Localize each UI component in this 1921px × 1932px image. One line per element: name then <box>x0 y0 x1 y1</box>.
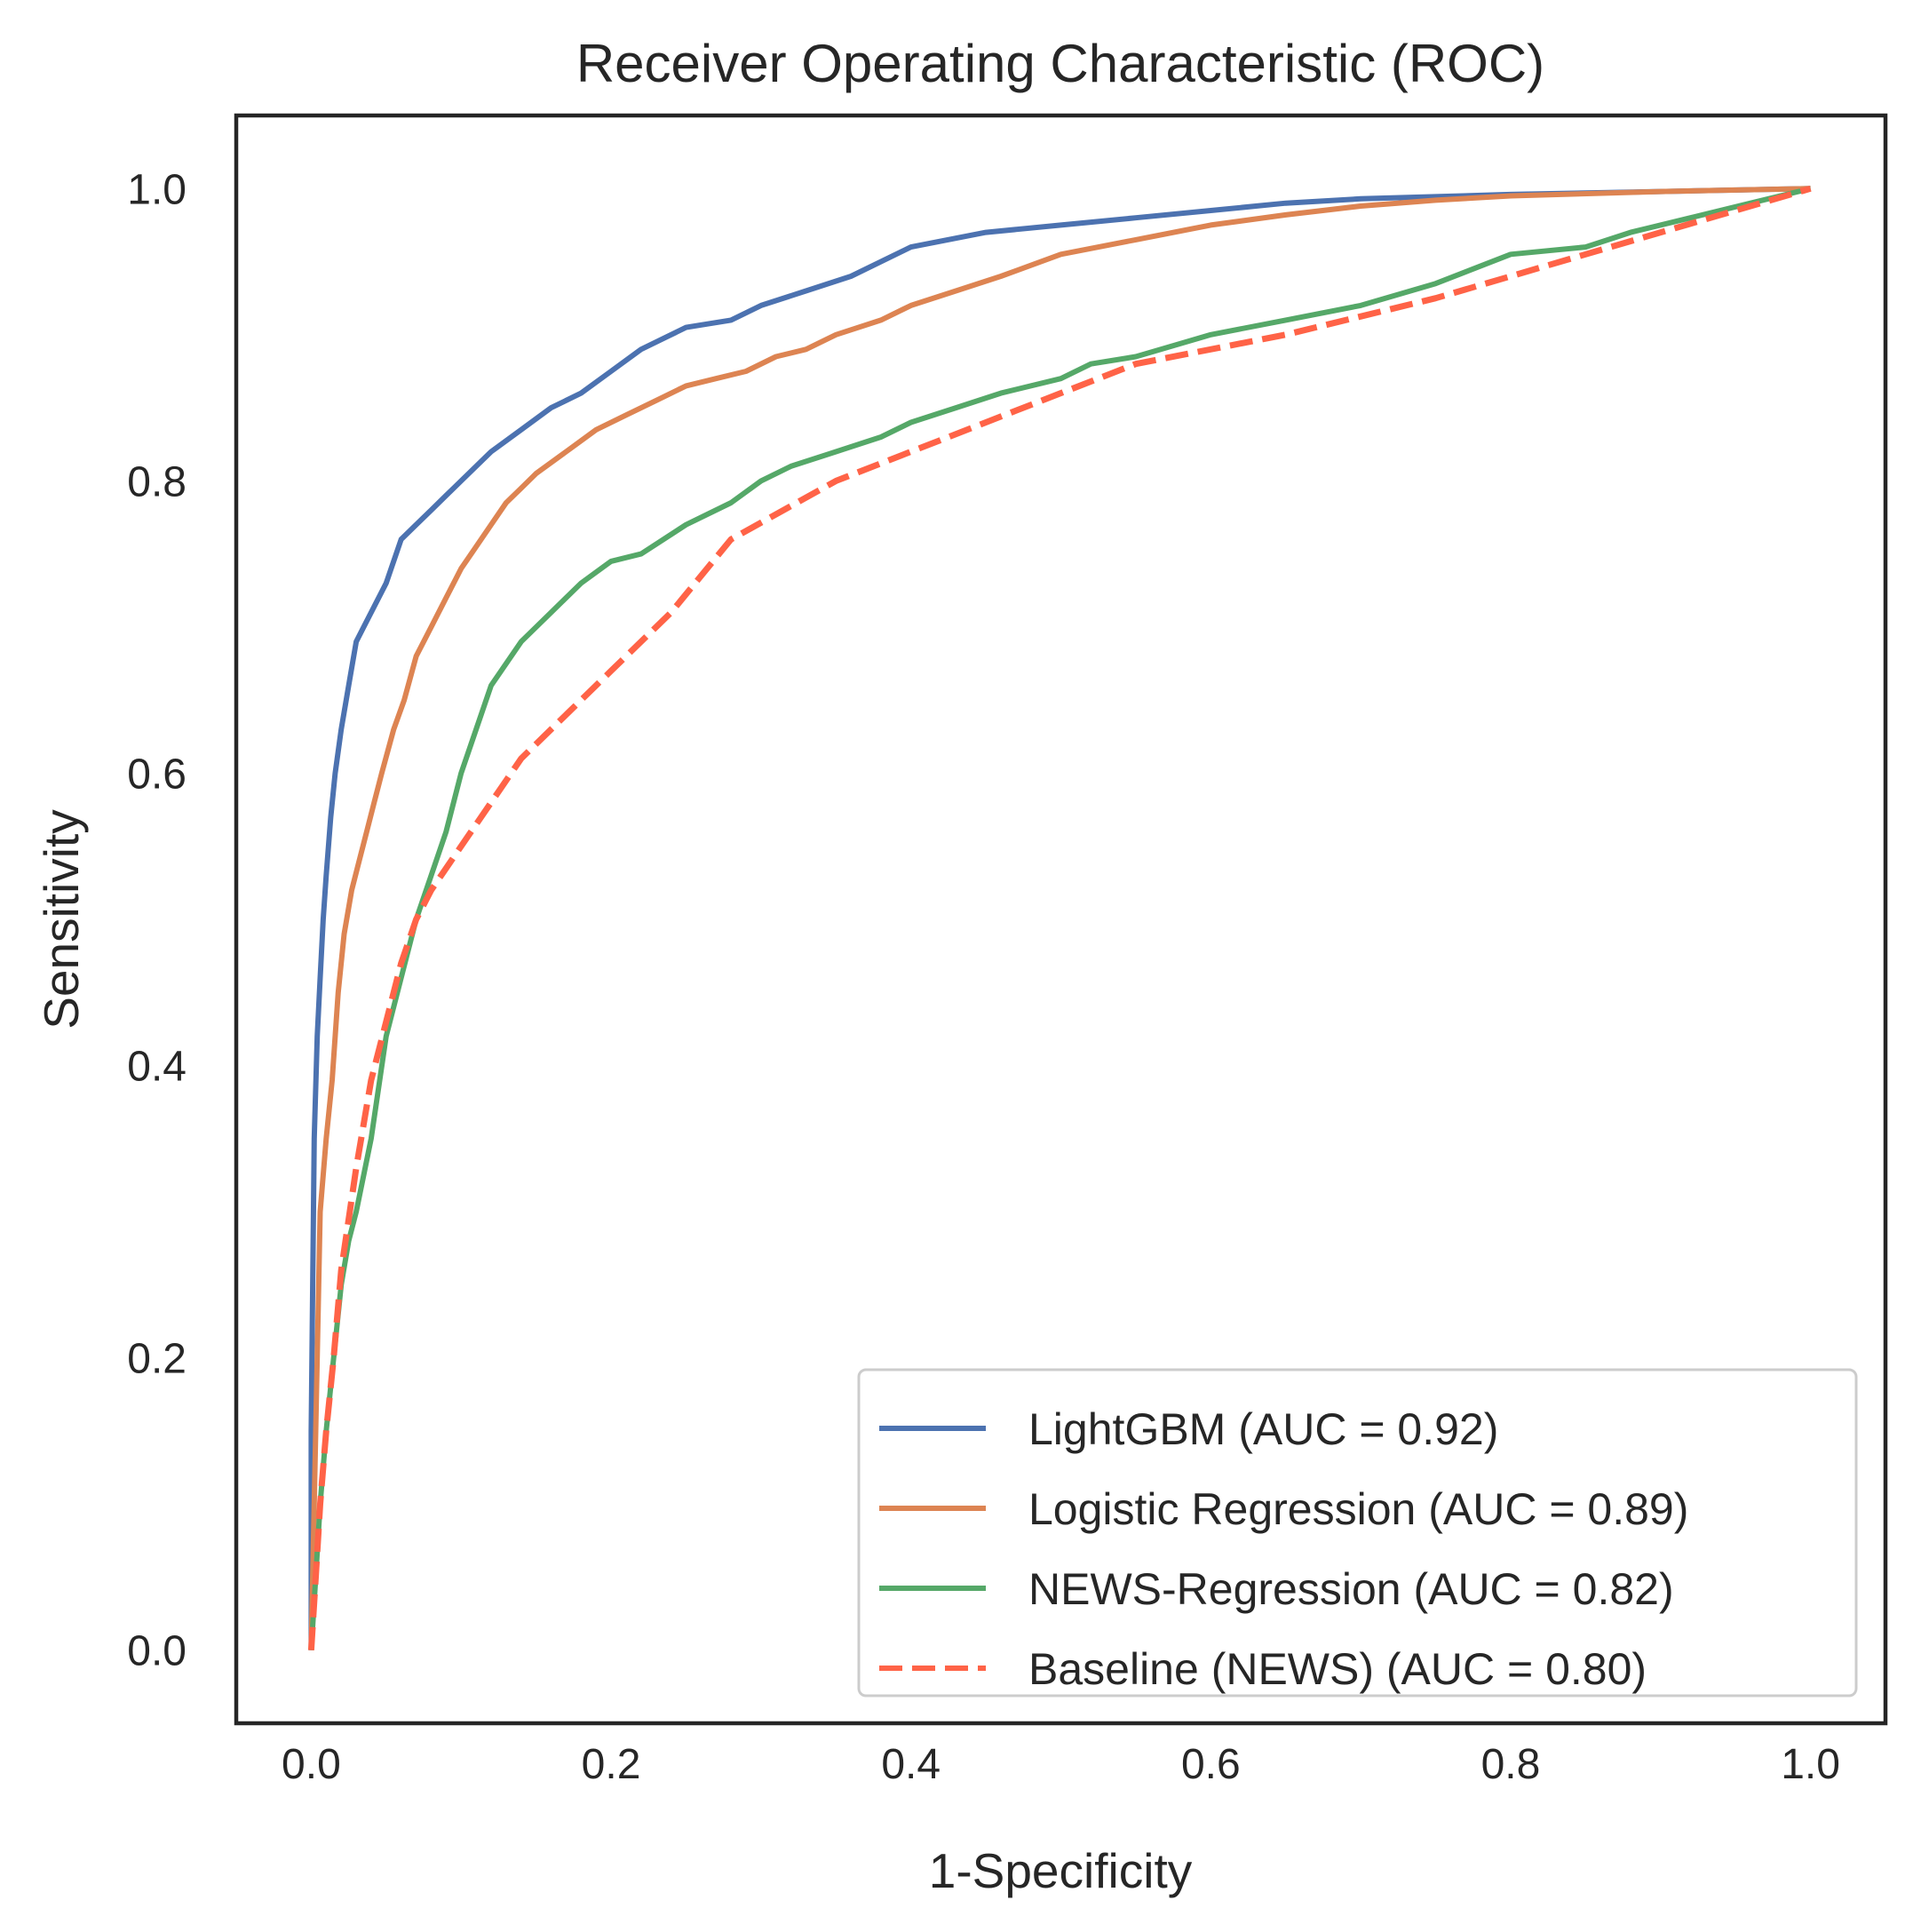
y-tick-label: 0.2 <box>127 1336 187 1383</box>
y-tick-label: 0.6 <box>127 751 187 798</box>
y-tick-label: 1.0 <box>127 166 187 213</box>
x-tick-label: 0.8 <box>1481 1741 1541 1788</box>
legend-box <box>857 1368 1858 1697</box>
x-tick-label: 1.0 <box>1781 1741 1840 1788</box>
legend-label: LightGBM (AUC = 0.92) <box>1028 1404 1498 1454</box>
series-line-4 <box>307 185 1812 1650</box>
x-axis-label: 1-Specificity <box>929 1843 1193 1898</box>
x-tick-label: 0.0 <box>282 1741 341 1788</box>
x-tick-label: 0.6 <box>1181 1741 1241 1788</box>
plot-frame <box>234 113 1888 1726</box>
legend-item: Baseline (NEWS) (AUC = 0.80) <box>879 1644 1647 1694</box>
legend-item: Logistic Regression (AUC = 0.89) <box>879 1484 1688 1534</box>
legend-label: Baseline (NEWS) (AUC = 0.80) <box>1028 1644 1647 1694</box>
legend-item: LightGBM (AUC = 0.92) <box>879 1404 1498 1454</box>
y-tick-label: 0.0 <box>127 1628 187 1675</box>
y-axis-label: Sensitivity <box>34 809 89 1030</box>
x-tick-label: 0.4 <box>881 1741 941 1788</box>
x-axis-ticks: 0.0 0.2 0.4 0.6 0.8 1.0 <box>282 1741 1840 1788</box>
legend: LightGBM (AUC = 0.92) Logistic Regression… <box>857 1368 1858 1697</box>
legend-label: Logistic Regression (AUC = 0.89) <box>1028 1484 1688 1534</box>
legend-item: NEWS-Regression (AUC = 0.82) <box>879 1564 1674 1614</box>
series-line-1 <box>308 186 1811 1650</box>
chart-title: Receiver Operating Characteristic (ROC) <box>576 34 1544 93</box>
y-axis-ticks: 0.0 0.2 0.4 0.6 0.8 1.0 <box>127 166 187 1674</box>
plot-area <box>307 185 1812 1650</box>
x-tick-label: 0.2 <box>582 1741 641 1788</box>
legend-label: NEWS-Regression (AUC = 0.82) <box>1028 1564 1674 1614</box>
y-tick-label: 0.8 <box>127 458 187 505</box>
series-line-3 <box>308 186 1812 1650</box>
series-line-2 <box>308 186 1811 1650</box>
y-tick-label: 0.4 <box>127 1044 187 1091</box>
